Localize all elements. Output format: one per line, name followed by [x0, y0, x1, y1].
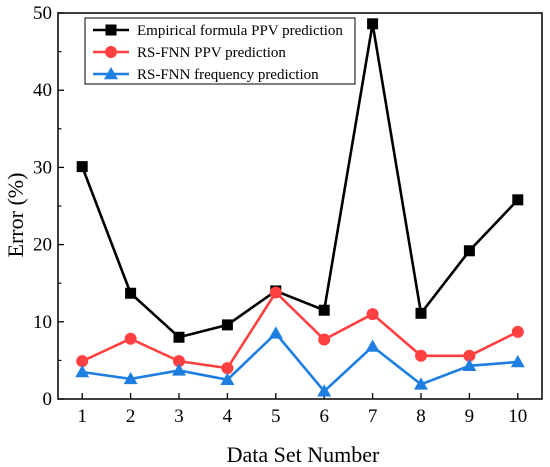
data-point [268, 326, 283, 339]
data-point [415, 349, 427, 362]
y-tick-label: 30 [33, 157, 52, 178]
legend-marker [104, 67, 118, 80]
x-tick-label: 2 [126, 406, 136, 427]
data-point [221, 362, 234, 375]
data-point [511, 325, 524, 338]
data-point [318, 333, 331, 346]
y-tick-label: 0 [43, 389, 53, 410]
x-axis-title: Data Set Number [227, 442, 380, 467]
data-point [365, 339, 380, 352]
x-tick-label: 7 [368, 406, 378, 427]
x-tick-label: 3 [174, 406, 184, 427]
y-tick-label: 40 [33, 80, 52, 101]
legend: Empirical formula PPV prediction RS-FNN P… [84, 17, 356, 85]
x-tick-label: 8 [416, 406, 426, 427]
x-tick-label: 5 [271, 406, 281, 427]
data-point [414, 377, 428, 390]
data-point [269, 286, 282, 299]
legend-marker [105, 24, 117, 36]
x-tick-label: 9 [465, 406, 475, 427]
data-point [75, 364, 90, 378]
data-point [462, 358, 477, 372]
legend-label: Empirical formula PPV prediction [137, 23, 343, 39]
y-tick-label: 20 [33, 235, 52, 256]
data-point [318, 304, 330, 316]
y-tick-label: 10 [33, 312, 52, 333]
data-point [367, 18, 379, 30]
data-point [125, 287, 137, 299]
legend-box [84, 17, 356, 85]
data-point [221, 319, 233, 331]
data-point [463, 349, 476, 362]
data-point [173, 331, 185, 343]
plot-area: 0 10 20 30 40 50 1 2 3 4 5 6 7 8 9 10 [33, 3, 543, 427]
legend-label: RS-FNN frequency prediction [137, 67, 319, 83]
series-line-2 [81, 290, 519, 370]
y-axis-title: Error (%) [3, 173, 28, 258]
data-point [317, 384, 332, 397]
data-point [76, 161, 88, 173]
legend-marker [105, 46, 117, 58]
data-point [463, 245, 475, 257]
data-point [415, 307, 427, 319]
data-point [172, 363, 186, 376]
data-point [173, 355, 185, 368]
series-line-3 [82, 331, 518, 394]
x-tick-label: 4 [223, 406, 233, 427]
data-point [123, 371, 138, 385]
legend-label: RS-FNN PPV prediction [137, 45, 286, 61]
data-point [510, 354, 525, 368]
data-point [124, 332, 137, 345]
x-tick-label: 6 [319, 406, 329, 427]
data-point [220, 372, 235, 385]
y-tick-label: 50 [33, 3, 52, 24]
x-tick-label: 10 [508, 406, 527, 427]
data-point [512, 194, 524, 206]
x-tick-label: 1 [77, 406, 87, 427]
series-line-1 [80, 23, 519, 339]
data-point [366, 308, 379, 321]
data-point [76, 355, 89, 368]
